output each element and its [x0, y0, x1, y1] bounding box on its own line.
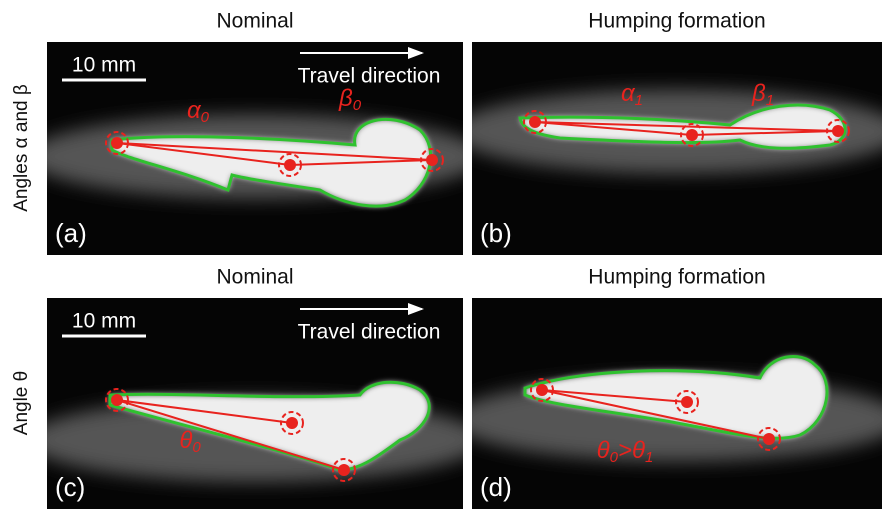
angle-symbol: β: [338, 85, 353, 112]
keypoint: [286, 417, 298, 429]
scale-bar-label: 10 mm: [72, 54, 136, 77]
keypoint: [338, 464, 350, 476]
scale-bar-label: 10 mm: [72, 310, 136, 333]
keypoint: [686, 129, 698, 141]
row-label: Angles α and β: [11, 84, 32, 212]
panel-title: Humping formation: [588, 10, 765, 33]
panel-title: Humping formation: [588, 266, 765, 289]
angle-symbol: β: [751, 80, 766, 107]
keypoint: [284, 159, 296, 171]
angle-symbol: θ: [179, 427, 192, 454]
panel-label: (a): [55, 218, 87, 248]
panel-label: (d): [480, 472, 512, 502]
keypoint: [426, 154, 438, 166]
angle-subscript: 0: [201, 109, 210, 126]
panel-title: Nominal: [216, 266, 293, 289]
angle-subscript: 1: [766, 92, 774, 109]
keypoint: [111, 394, 123, 406]
direction-label: Travel direction: [298, 65, 441, 88]
keypoint: [536, 384, 548, 396]
angle-subscript: 0: [353, 97, 362, 114]
angle-label: θ0>θ1: [597, 437, 654, 466]
direction-label: Travel direction: [298, 321, 441, 344]
figure: Nominal(a)10 mmTravel directionα0β0Humpi…: [0, 0, 882, 509]
panel-label: (b): [480, 218, 512, 248]
keypoint: [529, 116, 541, 128]
keypoint: [832, 125, 844, 137]
angle-subscript: 0: [192, 439, 201, 456]
keypoint: [763, 433, 775, 445]
weld-image: [452, 298, 882, 509]
keypoint: [111, 137, 123, 149]
panel-label: (c): [55, 472, 85, 502]
panel-title: Nominal: [216, 10, 293, 33]
angle-symbol: >θ: [618, 437, 645, 464]
angle-subscript: 1: [635, 92, 643, 109]
angle-symbol: θ: [597, 437, 610, 464]
row-label: Angle θ: [11, 371, 32, 435]
weld-image: [452, 42, 882, 255]
keypoint: [681, 396, 693, 408]
angle-subscript: 1: [645, 449, 653, 466]
